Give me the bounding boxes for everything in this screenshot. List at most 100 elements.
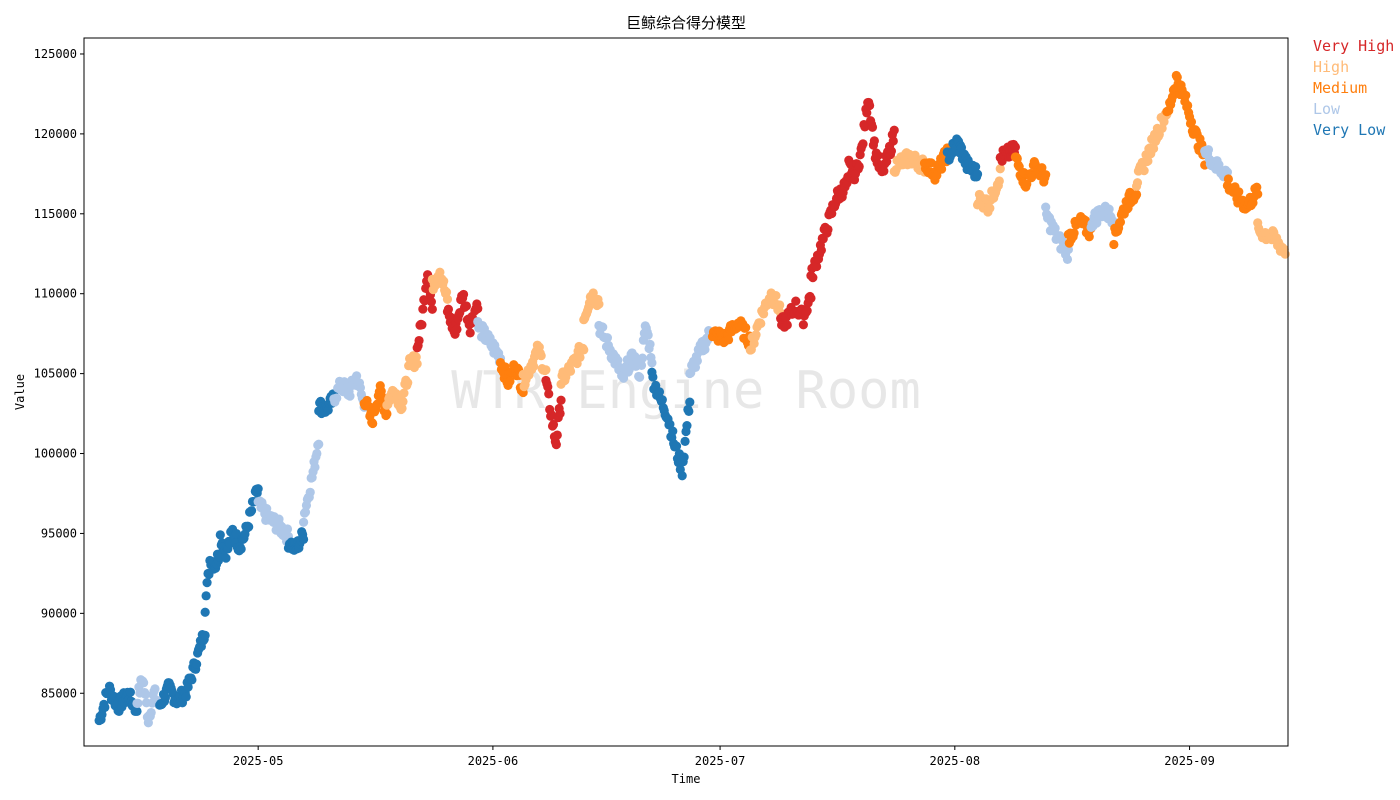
data-point <box>1109 239 1119 250</box>
data-point <box>1139 166 1149 176</box>
data-point <box>869 136 879 146</box>
data-point <box>1037 163 1047 173</box>
data-point <box>756 318 766 329</box>
data-point <box>541 365 551 375</box>
chart-title: 巨鲸综合得分模型 <box>626 14 746 32</box>
data-point <box>398 396 408 407</box>
data-point <box>323 405 333 415</box>
data-point <box>215 530 225 540</box>
data-point <box>246 506 257 516</box>
data-point <box>886 146 896 156</box>
data-point <box>201 591 211 601</box>
data-point <box>858 139 868 149</box>
data-point <box>253 484 263 494</box>
data-point <box>312 448 322 459</box>
data-point <box>636 360 647 370</box>
y-tick-label: 120000 <box>34 127 77 141</box>
x-tick-label: 2025-07 <box>695 754 746 768</box>
data-point <box>682 420 692 431</box>
data-point <box>1041 202 1051 212</box>
data-point <box>1203 145 1214 155</box>
legend-medium: Medium <box>1313 79 1368 97</box>
data-point <box>1132 178 1143 188</box>
data-point <box>452 324 462 334</box>
data-point <box>140 689 151 699</box>
data-point <box>1280 249 1290 259</box>
data-point <box>282 524 293 534</box>
data-point <box>382 409 392 419</box>
data-point <box>1148 143 1159 154</box>
data-point <box>133 698 143 708</box>
data-point <box>865 100 875 111</box>
data-point <box>723 335 734 345</box>
legend-very-high: Very High <box>1313 37 1395 55</box>
data-point <box>1022 179 1032 189</box>
data-point <box>505 376 515 386</box>
data-point <box>782 320 792 330</box>
data-point <box>368 418 378 429</box>
data-point <box>637 353 648 363</box>
y-tick-label: 115000 <box>34 207 77 221</box>
y-tick-label: 95000 <box>41 526 77 540</box>
x-axis: 2025-05 2025-06 2025-07 2025-08 2025-09 <box>233 746 1215 768</box>
data-point <box>575 352 585 362</box>
data-point <box>775 300 785 310</box>
plot-frame <box>83 37 1289 747</box>
data-point <box>823 224 833 235</box>
data-point <box>873 150 883 161</box>
data-point <box>412 359 422 369</box>
data-point <box>657 395 667 405</box>
data-point <box>236 544 246 554</box>
data-point <box>808 273 818 283</box>
data-point <box>442 294 453 304</box>
legend-low: Low <box>1313 100 1341 118</box>
data-point <box>645 339 655 349</box>
data-point <box>332 393 342 403</box>
data-point <box>551 440 561 450</box>
data-point <box>397 403 407 413</box>
data-point <box>305 487 315 497</box>
legend-high: High <box>1313 58 1350 76</box>
data-point <box>427 304 437 314</box>
data-point <box>1181 90 1191 100</box>
data-point <box>613 355 623 365</box>
x-tick-label: 2025-06 <box>468 754 519 768</box>
data-point <box>150 684 160 694</box>
data-point <box>181 692 191 702</box>
data-point <box>1062 254 1073 264</box>
data-point <box>1222 167 1233 177</box>
data-point <box>867 122 878 132</box>
y-tick-label: 125000 <box>34 47 77 61</box>
data-point <box>643 330 653 340</box>
data-point <box>399 388 409 398</box>
data-point <box>187 675 197 685</box>
data-point <box>543 382 553 392</box>
data-point <box>888 136 898 146</box>
data-point <box>146 707 156 718</box>
x-tick-label: 2025-08 <box>930 754 981 768</box>
data-point <box>1143 156 1153 166</box>
data-point <box>862 108 872 118</box>
data-point <box>679 452 689 462</box>
data-point <box>244 522 254 532</box>
data-point <box>355 383 365 393</box>
data-point <box>298 517 309 527</box>
data-point <box>565 366 576 376</box>
data-point <box>529 361 539 372</box>
data-point <box>443 304 454 314</box>
y-axis: 85000 90000 95000 100000 105000 110000 115000 1… <box>34 47 84 700</box>
data-point <box>192 659 202 669</box>
data-point <box>594 299 604 309</box>
legend-very-low: Very Low <box>1313 121 1386 139</box>
data-point <box>1234 187 1244 197</box>
data-point <box>160 693 171 703</box>
data-point <box>771 290 781 301</box>
data-point <box>202 578 212 588</box>
data-point <box>345 391 355 401</box>
data-point <box>411 352 421 362</box>
data-point <box>414 335 424 346</box>
data-point <box>1186 117 1197 127</box>
data-point <box>200 630 210 640</box>
data-point <box>552 430 562 440</box>
y-tick-label: 105000 <box>34 367 77 381</box>
